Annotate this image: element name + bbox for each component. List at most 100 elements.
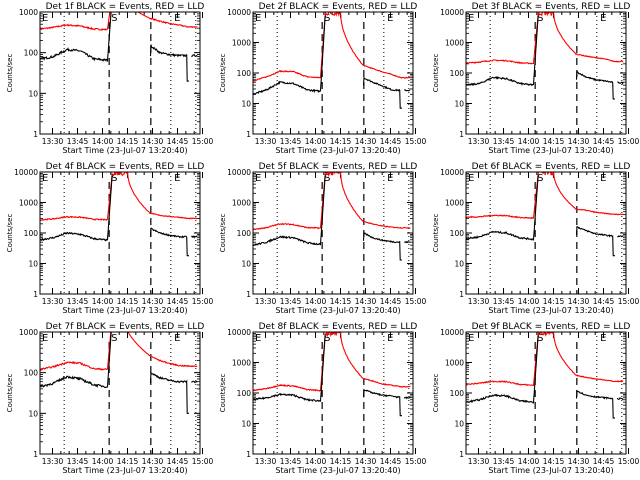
x-axis-label: Start Time (23-Jul-07 13:20:40) [62, 146, 187, 155]
marker-s: S [537, 173, 543, 184]
events-series-line [576, 390, 615, 419]
x-tick-label: 14:30 [355, 297, 377, 306]
events-series-line [362, 232, 365, 241]
plot-frame [252, 171, 414, 295]
y-tick-label: 1 [246, 130, 251, 139]
events-series-line [617, 235, 624, 238]
y-tick-label: 100 [450, 69, 465, 78]
x-tick-label: 14:15 [117, 457, 139, 466]
events-series-line [576, 71, 615, 100]
y-tick-label: 1000 [19, 8, 38, 17]
y-axis-label: Counts/sec [219, 374, 227, 413]
x-axis-label: Start Time (23-Jul-07 13:20:40) [275, 306, 400, 315]
panel-title: Det 7f BLACK = Events, RED = LLD [46, 322, 205, 332]
marker-e: E [174, 13, 180, 24]
events-series-line [149, 227, 152, 237]
x-tick-label: 13:30 [255, 137, 277, 146]
marker-e: E [387, 13, 393, 24]
events-series-line [191, 380, 198, 384]
x-tick-label: 13:45 [67, 457, 89, 466]
marker-e: E [468, 333, 474, 344]
y-tick-label: 10 [241, 420, 251, 429]
y-axis-label: Counts/sec [6, 214, 14, 253]
y-tick-label: 1 [33, 450, 38, 459]
x-tick-label: 14:15 [117, 137, 139, 146]
x-tick-label: 15:00 [405, 297, 426, 306]
events-series-line [253, 175, 326, 246]
y-axis-label: Counts/sec [6, 374, 14, 413]
x-tick-label: 14:30 [568, 137, 590, 146]
marker-e: E [174, 173, 180, 184]
lld-series-line [40, 12, 198, 31]
y-axis-label: Counts/sec [219, 214, 227, 253]
events-series-line [362, 388, 365, 398]
events-series-line [403, 396, 411, 400]
marker-e: E [255, 333, 261, 344]
x-tick-label: 13:30 [255, 297, 277, 306]
plot-frame [465, 171, 627, 295]
events-series-line [253, 335, 326, 402]
y-tick-label: 1000 [232, 359, 251, 368]
panel-det-2f: Det 2f BLACK = Events, RED = LLD Counts/s… [213, 0, 426, 160]
y-axis-label: Counts/sec [432, 374, 440, 413]
y-tick-label: 100 [24, 369, 39, 378]
panel-title: Det 2f BLACK = Events, RED = LLD [259, 2, 418, 12]
x-tick-label: 14:30 [355, 457, 377, 466]
y-tick-label: 1 [459, 450, 464, 459]
plot-frame [465, 11, 627, 135]
events-series-line [40, 175, 113, 242]
events-series-line [149, 44, 152, 57]
y-tick-label: 1000 [19, 199, 38, 208]
y-tick-label: 100 [24, 229, 39, 238]
x-tick-label: 14:30 [142, 137, 164, 146]
x-tick-label: 13:30 [42, 457, 64, 466]
events-series-line [466, 15, 539, 87]
y-tick-label: 10 [454, 420, 464, 429]
lld-series-line [40, 172, 198, 221]
x-tick-label: 14:45 [380, 137, 402, 146]
x-tick-label: 13:30 [255, 457, 277, 466]
x-axis-label: Start Time (23-Jul-07 13:20:40) [488, 146, 613, 155]
x-tick-label: 13:45 [493, 137, 515, 146]
panel-title: Det 9f BLACK = Events, RED = LLD [472, 322, 631, 332]
x-tick-label: 13:30 [468, 457, 490, 466]
plot-frame [39, 171, 201, 295]
panel-det-9f: Det 9f BLACK = Events, RED = LLD Counts/s… [426, 320, 639, 480]
series-group [40, 172, 198, 257]
series-group [40, 12, 198, 82]
events-series-line [253, 16, 326, 96]
events-series-line [575, 71, 578, 80]
marker-s: S [324, 173, 330, 184]
chart-svg: Det 6f BLACK = Events, RED = LLD Counts/s… [432, 162, 639, 315]
lld-series-line [253, 12, 411, 82]
y-tick-label: 10000 [14, 168, 38, 177]
chart-svg: Det 5f BLACK = Events, RED = LLD Counts/s… [219, 162, 426, 315]
x-tick-label: 14:45 [593, 297, 615, 306]
events-series-line [575, 226, 578, 235]
marker-e: E [600, 13, 606, 24]
x-tick-label: 14:45 [593, 457, 615, 466]
x-axis-label: Start Time (23-Jul-07 13:20:40) [62, 466, 187, 475]
x-tick-label: 14:30 [568, 297, 590, 306]
chart-svg: Det 1f BLACK = Events, RED = LLD Counts/s… [6, 2, 213, 155]
marker-e: E [387, 333, 393, 344]
lld-series-line [466, 332, 624, 387]
marker-s: S [537, 13, 543, 24]
series-group [466, 332, 624, 419]
y-axis-label: Counts/sec [432, 214, 440, 253]
y-tick-label: 10000 [440, 8, 464, 17]
y-tick-label: 1 [246, 450, 251, 459]
events-series-line [616, 397, 624, 401]
y-tick-label: 1 [459, 290, 464, 299]
events-series-line [150, 227, 189, 257]
events-series-line [576, 226, 615, 257]
y-tick-label: 10 [454, 260, 464, 269]
events-series-line [149, 371, 152, 384]
plot-frame [39, 331, 201, 455]
plot-frame [252, 11, 414, 135]
x-axis-label: Start Time (23-Jul-07 13:20:40) [488, 306, 613, 315]
x-tick-label: 14:00 [92, 297, 114, 306]
y-tick-label: 10000 [227, 328, 251, 337]
marker-s: S [324, 333, 330, 344]
